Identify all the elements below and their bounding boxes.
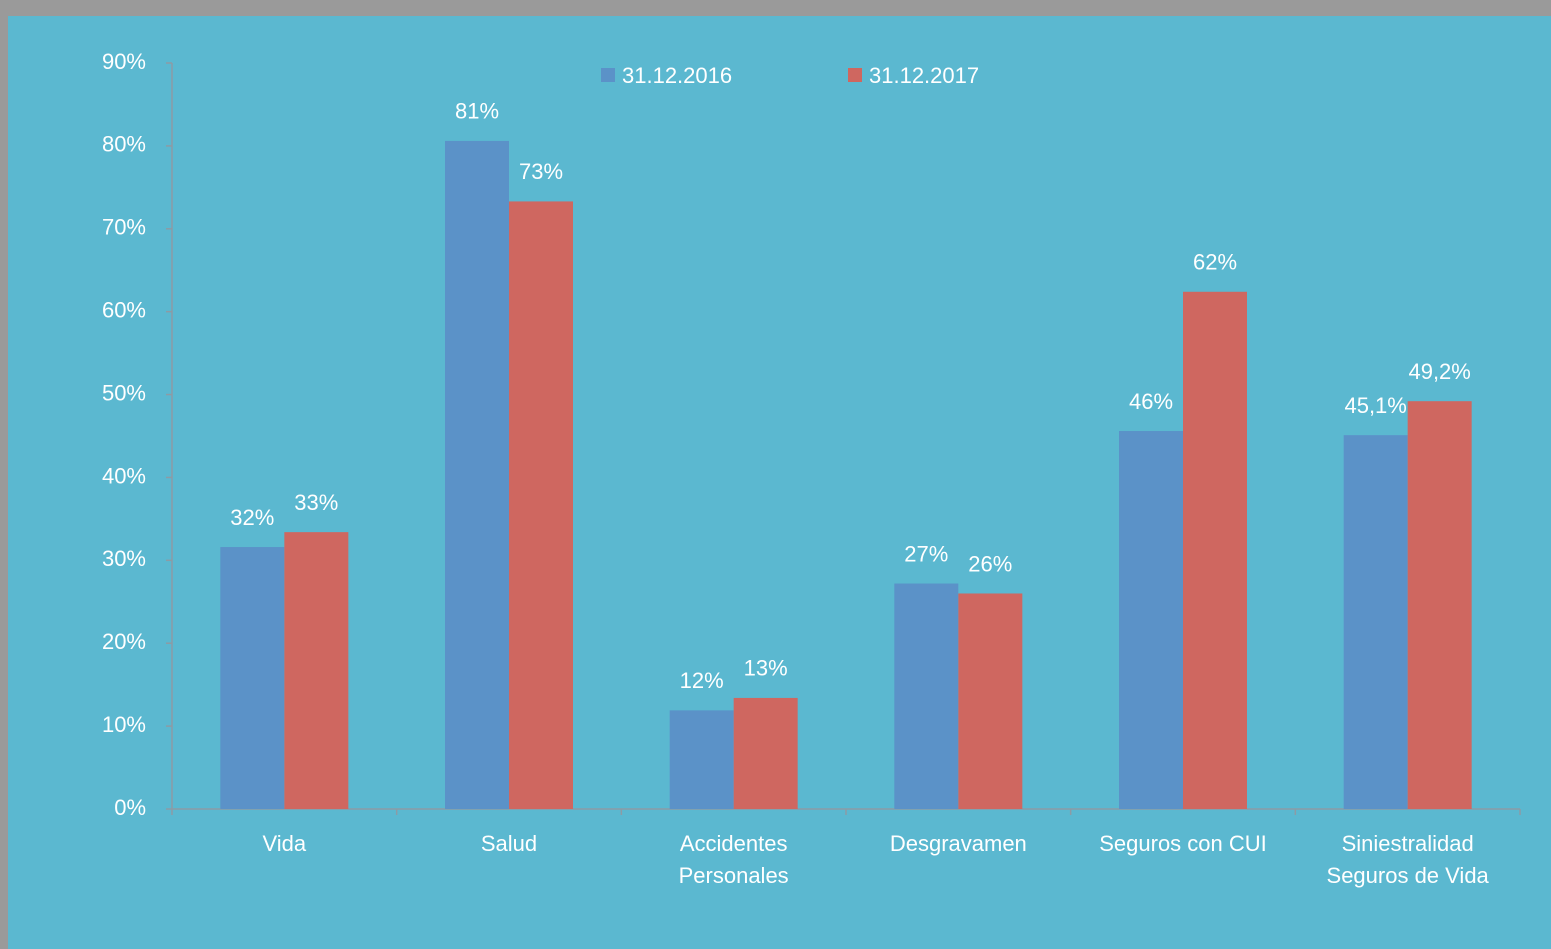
y-tick-label: 30% <box>102 546 146 571</box>
bar <box>669 710 734 809</box>
legend-label: 31.12.2016 <box>622 63 732 88</box>
y-tick-label: 0% <box>114 795 146 820</box>
x-tick-label: Desgravamen <box>889 831 1027 856</box>
bar <box>220 547 285 809</box>
bar <box>733 697 798 809</box>
data-label: 49,2% <box>1408 359 1470 384</box>
y-tick-label: 70% <box>102 215 146 240</box>
data-label: 62% <box>1193 250 1237 275</box>
data-label: 12% <box>680 668 724 693</box>
legend-swatch <box>848 68 862 82</box>
x-tick-label: Accidentes Personales <box>678 831 789 888</box>
data-label: 81% <box>455 99 499 124</box>
bar <box>509 201 573 809</box>
y-tick-label: 50% <box>102 380 146 405</box>
bar <box>284 532 349 809</box>
bar <box>445 140 509 810</box>
legend-label: 31.12.2017 <box>869 63 979 88</box>
data-label: 26% <box>968 551 1012 576</box>
y-tick-label: 80% <box>102 132 146 157</box>
bar <box>1183 291 1247 810</box>
bar <box>894 583 959 809</box>
legend-swatch <box>601 68 615 82</box>
data-label: 46% <box>1129 389 1173 414</box>
x-tick-label: Seguros con CUI <box>1099 831 1267 856</box>
data-label: 32% <box>230 505 274 530</box>
data-label: 45,1% <box>1344 393 1406 418</box>
y-tick-label: 90% <box>102 49 146 74</box>
data-label: 33% <box>294 490 338 515</box>
x-tick-label: Siniestralidad Seguros de Vida <box>1326 831 1489 888</box>
x-tick-label: Vida <box>262 831 307 856</box>
data-label: 27% <box>904 541 948 566</box>
bar <box>958 593 1023 809</box>
y-tick-label: 20% <box>102 629 146 654</box>
y-tick-label: 60% <box>102 297 146 322</box>
y-tick-label: 40% <box>102 463 146 488</box>
y-tick-label: 10% <box>102 712 146 737</box>
data-label: 73% <box>519 159 563 184</box>
bar <box>1343 435 1408 809</box>
bar <box>1407 401 1472 809</box>
data-label: 13% <box>744 656 788 681</box>
bar <box>1119 431 1183 809</box>
x-tick-label: Salud <box>480 831 538 856</box>
